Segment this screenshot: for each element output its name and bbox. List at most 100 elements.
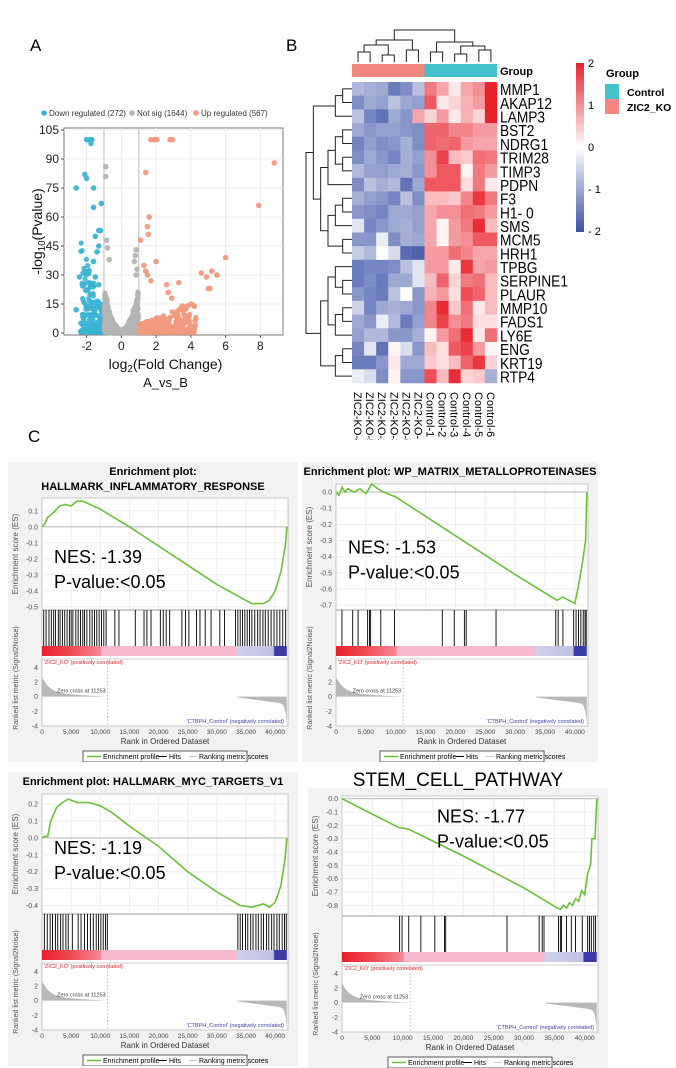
y-tick-label: 105 [39,123,59,137]
gsea-plot-matrix-metalloproteinases: Enrichment plot: WP_MATRIX_METALLOPROTEI… [302,462,598,762]
column-dendrogram-branch [363,44,389,55]
heatmap-cell [388,300,401,315]
volcano-point-not-sig [133,272,139,278]
heatmap-cell [424,123,437,138]
heatmap-cell [364,150,377,165]
x-tick-label: 15,000 [423,1035,443,1042]
volcano-point-down [90,204,97,211]
legend-enrichment-label: Enrichment profile [103,754,160,761]
volcano-point-down [98,200,105,207]
heatmap-cell [424,369,437,384]
colorbar-tick-label: 0 [588,142,594,154]
volcano-point-up [208,268,215,274]
gene-label: MMP1 [500,81,540,99]
legend-metric-label: Ranking metric scores [199,1058,269,1065]
heatmap-cell [448,287,462,302]
ranking-color-bar [342,952,597,962]
gene-label: H1- 0 [500,204,534,222]
gsea-plot-stem-cell-pathway: STEM_CELL_PATHWAY 0.0 -0.1 -0.2 -0.3 -0.4 -0.5… [308,770,608,1068]
legend-enrichment-label: Enrichment profile [103,1058,160,1065]
heatmap-cell [424,341,437,356]
row-dendrogram-branch [334,95,352,117]
group-legend-swatch [605,84,619,99]
gene-label: LAMP3 [500,109,545,127]
volcano-point-down [92,233,99,240]
volcano-point-up [163,323,169,329]
heatmap-cell [364,95,377,110]
heatmap-cell [412,191,425,206]
volcano-point-up [188,324,194,331]
nes-text: NES: -1.77 [437,806,525,826]
x-tick-label: 35,000 [535,729,555,736]
heatmap-cell [484,328,498,343]
heatmap-cell [460,82,474,96]
heatmap-cell [364,232,377,247]
es-tick-label: -0.4 [26,588,38,595]
heatmap-cell [448,205,462,220]
ranking-metric-negative-area [536,696,587,726]
heatmap-cell [376,246,389,261]
es-axis-label: Enrichment score (ES) [311,815,320,896]
heatmap-cell [472,82,486,96]
legend-enrichment-label: Enrichment profile [400,754,457,761]
heatmap-cell [400,328,413,343]
metric-tick-label: 2 [334,986,338,993]
ranking-metric-negative-area [545,1002,597,1032]
heatmap-cell [436,109,449,124]
ranking-metric-positive-area [342,982,411,1003]
volcano-point-down [86,267,92,274]
heatmap-cell [436,341,449,356]
heatmap-cell [388,246,401,261]
y-tick-label: 30 [46,268,60,282]
heatmap-cell [424,177,437,192]
volcano-point-up [214,272,220,278]
volcano-point-down [83,175,90,182]
volcano-point-not-sig [134,266,140,272]
metric-tick-label: -4 [326,724,332,731]
heatmap-cell [484,218,498,233]
column-dendrogram-branch [393,29,456,42]
volcano-point-not-sig [119,330,125,336]
heatmap-cell [472,232,486,247]
es-tick-label: -0.7 [320,603,332,610]
heatmap-cell [352,259,365,274]
volcano-point-down [79,247,85,254]
heatmap-cell [472,164,486,179]
negative-correlation-label: 'CTBPH_Control' (negatively correlated) [487,719,585,725]
heatmap-cell [460,287,474,302]
volcano-point-up [138,328,144,334]
column-dendrogram-branch [436,41,474,52]
heatmap-cell [472,136,486,151]
heatmap-cell [400,205,413,220]
group-annotation-cell [412,64,425,77]
x-tick-label: 5,000 [358,729,375,736]
gene-label: KRT19 [500,355,543,373]
heatmap-cell [352,82,365,96]
x-axis-label: Rank in Ordered Dataset [418,737,507,746]
heatmap-cell [436,369,449,384]
heatmap-cell [424,150,437,165]
heatmap-cell [448,259,462,274]
volcano-point-down [82,276,88,282]
heatmap-cell [436,273,449,288]
gene-label: F3 [500,191,516,209]
legend-metric-label: Ranking metric scores [199,754,269,761]
x-tick-label: 6 [222,339,229,353]
group-annotation-cell [460,64,474,77]
metric-tick-label: 4 [328,665,332,672]
heatmap-cell [352,314,365,329]
es-tick-label: -0.1 [326,810,338,817]
heatmap-cell [364,82,377,96]
heatmap-cell [376,232,389,247]
volcano-point-down [80,296,86,302]
heatmap-cell [376,191,389,206]
heatmap-cell [448,246,462,261]
gene-label: BST2 [500,122,534,140]
heatmap-cell [460,191,474,206]
gene-label: ENG [500,341,530,359]
metric-tick-label: -2 [32,1013,38,1020]
heatmap-cell [472,314,486,329]
ranking-metric-positive-area [336,676,404,697]
heatmap-cell [400,341,413,356]
es-tick-label: -0.7 [326,890,338,897]
